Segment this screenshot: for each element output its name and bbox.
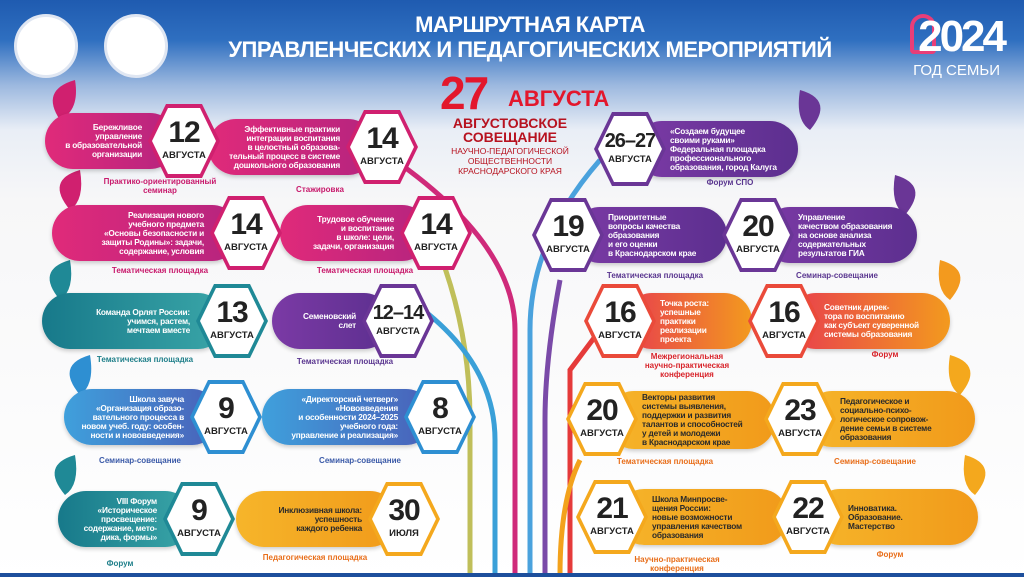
event-date-badge: 20 АВГУСТА <box>566 382 638 456</box>
event-day: 20 <box>742 210 774 243</box>
event-type: Форум <box>106 559 134 568</box>
event-date-badge: 8 АВГУСТА <box>404 380 476 454</box>
event-day: 14 <box>230 208 262 241</box>
event-month: АВГУСТА <box>414 242 458 253</box>
event-day: 23 <box>784 394 816 427</box>
event-type: Тематическая площадка <box>316 266 414 275</box>
ministry-education-logo <box>14 14 78 78</box>
event-title: Бережливое управление в образовательной … <box>45 113 178 169</box>
event-day: 22 <box>792 492 824 525</box>
event-type: Межрегиональная научно-практическая конф… <box>644 352 730 379</box>
event-type: Тематическая площадка <box>616 457 714 466</box>
event-month: АВГУСТА <box>608 154 652 165</box>
heart-icon <box>910 14 936 54</box>
event-month: АВГУСТА <box>210 330 254 341</box>
event-day: 14 <box>420 208 452 241</box>
event-type: Семинар-совещание <box>319 456 401 465</box>
event-month: АВГУСТА <box>580 428 624 439</box>
event-day: 20 <box>586 394 618 427</box>
event-day: 12–14 <box>372 302 425 324</box>
event-date-badge: 23 АВГУСТА <box>764 382 836 456</box>
event-type: Стажировка <box>296 185 344 194</box>
event-month: АВГУСТА <box>418 426 462 437</box>
event-day: 30 <box>388 494 420 527</box>
center-subtitle: НАУЧНО-ПЕДАГОГИЧЕСКОЙ ОБЩЕСТВЕННОСТИ КРА… <box>451 146 569 176</box>
event-type: Форум <box>871 350 899 359</box>
event-date-badge: 16 АВГУСТА <box>584 284 656 358</box>
event-day: 9 <box>218 392 235 425</box>
event-day: 8 <box>432 392 449 425</box>
event-title: Команда Орлят России: учимся, растем, ме… <box>42 293 226 349</box>
event-month: АВГУСТА <box>598 330 642 341</box>
event-day: 16 <box>604 296 636 329</box>
event-date-badge: 9 АВГУСТА <box>163 482 235 556</box>
event-type: Семинар-совещание <box>796 271 878 280</box>
title-line-1: МАРШРУТНАЯ КАРТА <box>415 12 645 37</box>
event-type: Семинар-совещание <box>834 457 916 466</box>
event-day: 16 <box>768 296 800 329</box>
event-type: Тематическая площадка <box>296 357 394 366</box>
event-type: Форум <box>876 550 904 559</box>
event-date-badge: 22 АВГУСТА <box>772 480 844 554</box>
event-month: АВГУСТА <box>177 528 221 539</box>
event-day: 9 <box>191 494 208 527</box>
title-line-2: УПРАВЛЕНЧЕСКИХ И ПЕДАГОГИЧЕСКИХ МЕРОПРИЯ… <box>228 37 832 62</box>
event-month: АВГУСТА <box>204 426 248 437</box>
institute-books-logo <box>104 14 168 78</box>
event-month: АВГУСТА <box>590 526 634 537</box>
event-title: Реализация нового учебного предмета «Осн… <box>52 205 240 261</box>
event-day: 13 <box>216 296 248 329</box>
event-day: 26–27 <box>604 130 657 152</box>
event-type: Тематическая площадка <box>111 266 209 275</box>
event-month: АВГУСТА <box>376 326 420 337</box>
event-month: АВГУСТА <box>546 244 590 255</box>
center-title: АВГУСТОВСКОЕ СОВЕЩАНИЕ <box>452 115 568 145</box>
event-type: Педагогическая площадка <box>262 553 368 562</box>
page-title: МАРШРУТНАЯ КАРТА УПРАВЛЕНЧЕСКИХ И ПЕДАГО… <box>150 12 910 62</box>
event-date-badge: 13 АВГУСТА <box>196 284 268 358</box>
event-month: АВГУСТА <box>786 526 830 537</box>
event-type: Тематическая площадка <box>606 271 704 280</box>
event-type: Тематическая площадка <box>96 355 194 364</box>
event-month: АВГУСТА <box>162 150 206 161</box>
year-badge: 2024 <box>918 12 1007 61</box>
event-type: Форум СПО <box>706 178 754 187</box>
center-day: 27 <box>440 67 489 119</box>
event-date-badge: 16 АВГУСТА <box>748 284 820 358</box>
event-month: ИЮЛЯ <box>389 528 419 539</box>
event-month: АВГУСТА <box>762 330 806 341</box>
event-month: АВГУСТА <box>736 244 780 255</box>
event-type: Научно-практическая конференция <box>634 555 720 573</box>
event-day: 21 <box>596 492 628 525</box>
event-month: АВГУСТА <box>224 242 268 253</box>
event-day: 19 <box>552 210 584 243</box>
event-day: 14 <box>366 122 398 155</box>
event-month: АВГУСТА <box>778 428 822 439</box>
event-date-badge: 12–14 АВГУСТА <box>362 284 434 358</box>
center-month: АВГУСТА <box>508 86 610 111</box>
event-type: Семинар-совещание <box>99 456 181 465</box>
event-day: 12 <box>168 116 200 149</box>
event-month: АВГУСТА <box>360 156 404 167</box>
event-type: Практико-ориентированный семинар <box>103 177 217 195</box>
bottom-divider <box>0 573 1024 577</box>
year-caption: ГОД СЕМЬИ <box>913 62 1000 79</box>
event-date-badge: 9 АВГУСТА <box>190 380 262 454</box>
